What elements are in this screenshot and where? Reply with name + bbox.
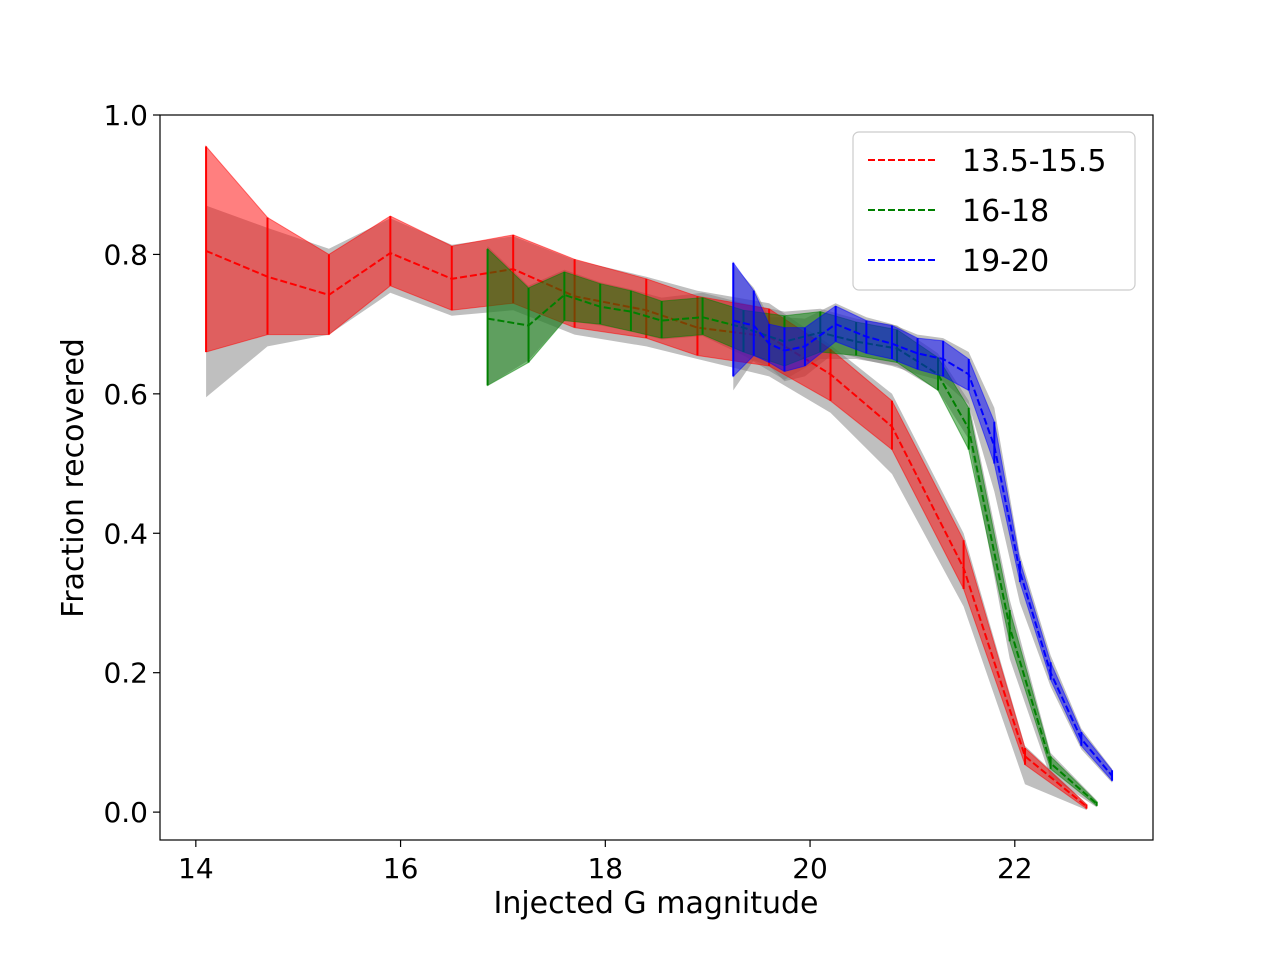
y-tick-label: 0.4 xyxy=(103,517,148,550)
legend-label-19-20: 19-20 xyxy=(962,244,1049,279)
y-axis-label: Fraction recovered xyxy=(56,338,91,618)
x-tick-label: 22 xyxy=(997,852,1033,885)
legend-box xyxy=(852,131,1136,291)
x-tick-label: 14 xyxy=(178,852,214,885)
y-tick-label: 1.0 xyxy=(103,99,148,132)
x-tick-label: 18 xyxy=(587,852,623,885)
y-tick-label: 0.8 xyxy=(103,238,148,271)
x-axis: 14 16 18 20 22 xyxy=(178,840,1033,885)
x-tick-label: 20 xyxy=(792,852,828,885)
y-axis: 0.0 0.2 0.4 0.6 0.8 1.0 xyxy=(103,99,160,829)
median-line-19-20 xyxy=(733,319,1113,777)
x-tick-label: 16 xyxy=(383,852,419,885)
x-axis-label: Injected G magnitude xyxy=(493,886,818,921)
plot-area xyxy=(205,145,1114,811)
legend-label-13.5-15.5: 13.5-15.5 xyxy=(962,144,1106,179)
legend-label-16-18: 16-18 xyxy=(962,194,1049,229)
y-tick-label: 0.2 xyxy=(103,657,148,690)
legend: 13.5-15.5 16-18 19-20 xyxy=(852,131,1136,291)
y-tick-label: 0.6 xyxy=(103,378,148,411)
y-tick-label: 0.0 xyxy=(103,796,148,829)
plot-frame xyxy=(159,114,1154,841)
series-19-20 xyxy=(732,261,1114,783)
